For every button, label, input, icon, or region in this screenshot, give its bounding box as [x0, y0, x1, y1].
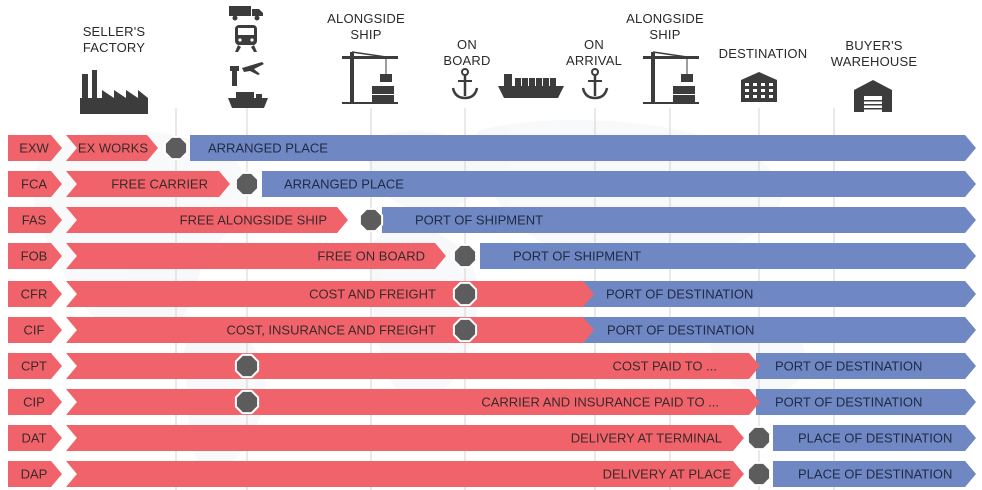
crane-icon — [342, 51, 398, 104]
buyer-responsibility-bar — [480, 243, 976, 269]
buyer-responsibility-label: PORT OF DESTINATION — [606, 287, 753, 302]
train-icon — [235, 25, 257, 52]
risk-transfer-marker — [746, 425, 772, 451]
buyer-responsibility-label: ARRANGED PLACE — [208, 141, 328, 156]
buyer-responsibility-bar — [756, 389, 976, 415]
buyer-responsibility-label: PORT OF SHIPMENT — [415, 213, 543, 228]
header-alongside-ship-destination: ALONGSIDE SHIP — [626, 11, 704, 42]
incoterm-code: CPT — [21, 359, 47, 374]
incoterm-code-tab — [8, 353, 62, 379]
seller-responsibility-label: FREE ON BOARD — [317, 249, 425, 264]
seller-responsibility-label: COST PAID TO ... — [612, 359, 717, 374]
buyer-responsibility-label: PORT OF DESTINATION — [775, 395, 922, 410]
incoterm-code: FAS — [22, 213, 47, 228]
risk-transfer-marker — [746, 461, 772, 487]
buyer-responsibility-label: ARRANGED PLACE — [284, 177, 404, 192]
ship-icon — [228, 92, 268, 108]
incoterm-code: DAT — [21, 431, 46, 446]
incoterm-code: CFR — [21, 287, 48, 302]
seller-responsibility-label: CARRIER AND INSURANCE PAID TO ... — [481, 395, 719, 410]
warehouse-icon — [854, 80, 892, 112]
seller-responsibility-bar — [66, 461, 744, 487]
risk-transfer-marker — [163, 135, 189, 161]
header-on-board: ON BOARD — [443, 37, 491, 68]
buyer-responsibility-bar — [190, 135, 976, 161]
risk-transfer-marker — [234, 389, 260, 415]
risk-transfer-marker — [452, 281, 478, 307]
incoterm-code-tab — [8, 243, 62, 269]
seller-responsibility-label: FREE CARRIER — [111, 177, 208, 192]
incoterm-code-tab — [8, 461, 62, 487]
seller-responsibility-label: FREE ALONGSIDE SHIP — [180, 213, 327, 228]
incoterm-code-tab — [8, 425, 62, 451]
buyer-responsibility-bar — [773, 461, 976, 487]
seller-responsibility-label: EX WORKS — [78, 141, 148, 156]
incoterm-code: CIF — [24, 323, 45, 338]
buyer-responsibility-bar — [382, 207, 976, 233]
incoterm-code: DAP — [21, 467, 48, 482]
incoterm-code-tab — [8, 207, 62, 233]
anchor-icon — [451, 68, 479, 100]
truck-icon — [229, 6, 263, 21]
building-icon — [741, 72, 777, 102]
buyer-responsibility-label: PLACE OF DESTINATION — [798, 431, 952, 446]
seller-responsibility-label: COST, INSURANCE AND FREIGHT — [227, 323, 437, 338]
risk-transfer-marker — [452, 243, 478, 269]
incoterm-code: FOB — [21, 249, 48, 264]
seller-responsibility-bar — [66, 135, 158, 161]
buyer-responsibility-bar — [756, 353, 976, 379]
header-buyers-warehouse: BUYER'S WAREHOUSE — [830, 38, 918, 69]
buyer-responsibility-bar — [578, 317, 976, 343]
buyer-responsibility-bar — [262, 171, 976, 197]
buyer-responsibility-bar — [578, 281, 976, 307]
incoterm-code-tab — [8, 389, 62, 415]
buyer-responsibility-label: PORT OF DESTINATION — [775, 359, 922, 374]
incoterm-code: EXW — [19, 141, 49, 156]
seller-responsibility-bar — [66, 425, 744, 451]
seller-responsibility-label: COST AND FREIGHT — [309, 287, 436, 302]
cargo-ship-icon — [498, 74, 564, 98]
anchor-icon — [581, 68, 609, 100]
buyer-responsibility-label: PLACE OF DESTINATION — [798, 467, 952, 482]
buyer-responsibility-bar — [773, 425, 976, 451]
airplane-icon — [230, 62, 264, 86]
incoterm-code-tab — [8, 171, 62, 197]
seller-responsibility-label: DELIVERY AT TERMINAL — [571, 431, 722, 446]
header-on-arrival: ON ARRIVAL — [565, 37, 623, 68]
seller-responsibility-bar — [66, 243, 446, 269]
incoterm-code: CIP — [23, 395, 45, 410]
buyer-responsibility-label: PORT OF DESTINATION — [607, 323, 754, 338]
incoterm-code: FCA — [21, 177, 47, 192]
seller-responsibility-bar — [66, 171, 230, 197]
risk-transfer-marker — [234, 171, 260, 197]
incoterm-code-tab — [8, 317, 62, 343]
risk-transfer-marker — [452, 317, 478, 343]
factory-icon — [80, 70, 148, 114]
incoterm-code-tab — [8, 135, 62, 161]
risk-transfer-marker — [234, 353, 260, 379]
header-destination: DESTINATION — [718, 46, 808, 61]
seller-responsibility-bar — [66, 207, 348, 233]
seller-responsibility-label: DELIVERY AT PLACE — [603, 467, 732, 482]
crane-icon — [643, 51, 699, 104]
buyer-responsibility-label: PORT OF SHIPMENT — [513, 249, 641, 264]
incoterm-code-tab — [8, 281, 62, 307]
risk-transfer-marker — [358, 207, 384, 233]
header-alongside-ship-origin: ALONGSIDE SHIP — [327, 11, 405, 42]
header-sellers-factory: SELLER'S FACTORY — [82, 24, 146, 55]
